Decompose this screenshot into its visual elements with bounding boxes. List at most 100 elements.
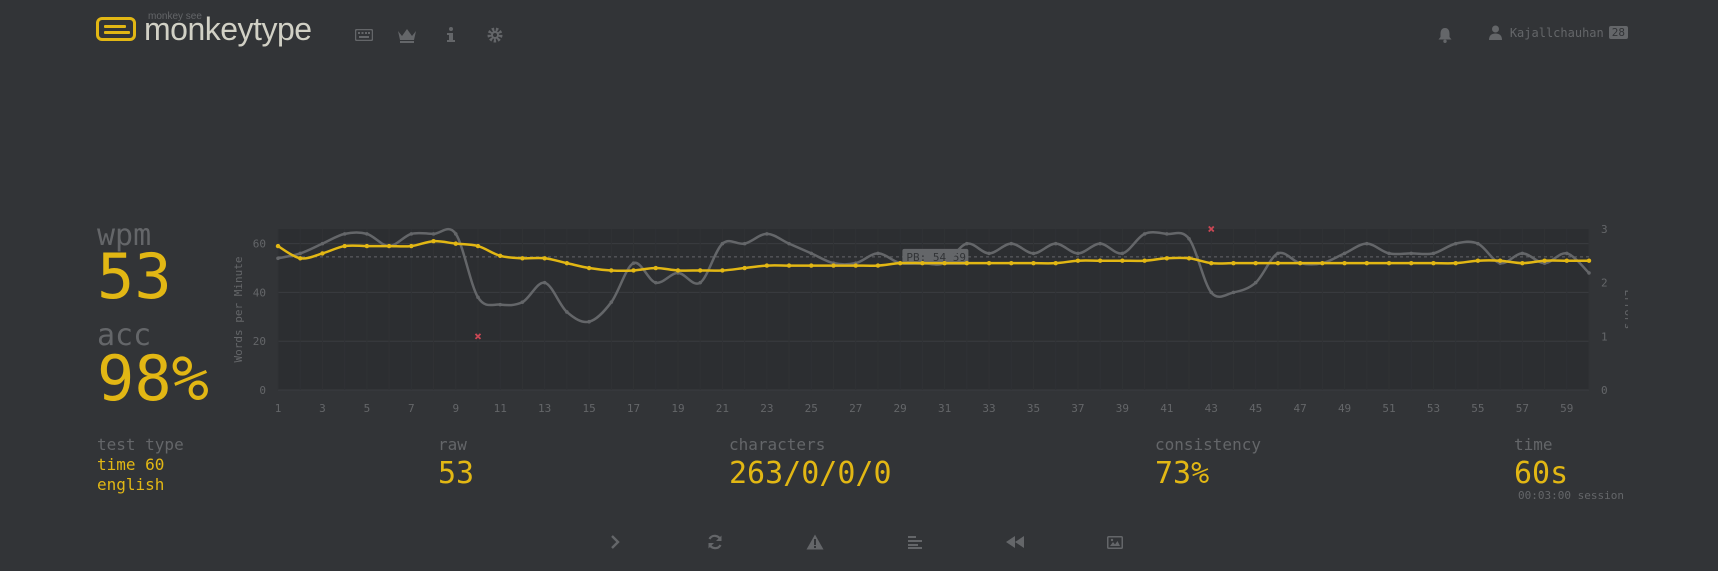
y2-tick-label: 2: [1601, 277, 1608, 290]
next-test-icon: [610, 535, 620, 549]
raw-point: [1187, 236, 1191, 241]
crown-icon[interactable]: [396, 24, 418, 46]
wpm-point: [742, 265, 747, 271]
x-tick-label: 55: [1471, 402, 1484, 415]
raw-label: raw: [438, 435, 467, 454]
raw-point: [1387, 251, 1391, 256]
consistency-label: consistency: [1155, 435, 1261, 454]
image-icon: [1107, 535, 1123, 549]
wpm-point: [586, 265, 592, 271]
test-type-language: english: [97, 475, 165, 494]
wpm-point: [1120, 258, 1125, 263]
bell-icon[interactable]: [1434, 24, 1456, 46]
raw-point: [1076, 251, 1080, 256]
raw-point: [1409, 251, 1414, 256]
wpm-point: [1231, 260, 1236, 266]
raw-point: [476, 295, 480, 300]
keyboard-icon[interactable]: [353, 24, 375, 46]
wpm-label: wpm: [97, 218, 152, 253]
wpm-point: [875, 263, 881, 268]
raw-point: [498, 302, 503, 307]
raw-point: [698, 280, 702, 285]
result-actions: [0, 528, 1718, 556]
raw-point: [809, 251, 814, 256]
y-tick-label: 0: [259, 384, 266, 397]
raw-point: [631, 261, 636, 265]
raw-point: [565, 310, 569, 314]
next-test-button[interactable]: [601, 528, 629, 556]
wpm-point: [1364, 260, 1369, 266]
x-tick-label: 51: [1382, 402, 1395, 415]
raw-point: [320, 241, 325, 246]
wpm-point: [1520, 260, 1525, 266]
wpm-point: [275, 243, 281, 249]
wpm-point: [1186, 256, 1192, 261]
replay-button[interactable]: [1001, 528, 1029, 556]
wpm-point: [1209, 260, 1214, 266]
screenshot-button[interactable]: [1101, 528, 1129, 556]
characters-value: 263/0/0/0: [729, 456, 892, 491]
username: Kajallchauhan: [1509, 25, 1604, 40]
raw-point: [1098, 241, 1102, 246]
x-tick-label: 5: [364, 402, 371, 415]
wpm-point: [1031, 260, 1036, 266]
wpm-point: [1320, 260, 1325, 266]
x-tick-label: 13: [538, 402, 551, 415]
x-tick-label: 29: [894, 402, 907, 415]
y-tick-label: 20: [253, 335, 266, 348]
raw-point: [520, 300, 525, 304]
logo[interactable]: monkey see monkeytype: [96, 11, 312, 45]
restart-button[interactable]: [701, 528, 729, 556]
x-tick-label: 7: [408, 402, 415, 415]
words-history-button[interactable]: [901, 528, 929, 556]
test-type-label: test type: [97, 435, 184, 454]
logo-tagline: monkey see: [148, 11, 202, 22]
test-type-mode: time 60: [97, 455, 165, 474]
wpm-point: [1253, 260, 1258, 266]
session-time: 00:03:00 session: [1518, 489, 1624, 502]
wpm-point: [920, 260, 925, 266]
wpm-point: [342, 243, 347, 249]
wpm-point: [1053, 260, 1058, 266]
raw-point: [653, 280, 658, 285]
x-tick-label: 41: [1160, 402, 1173, 415]
x-tick-label: 23: [760, 402, 773, 415]
pb-label-box: [902, 248, 969, 265]
raw-value: 53: [438, 456, 475, 491]
user-account[interactable]: Kajallchauhan 28: [1488, 25, 1628, 40]
wpm-point: [653, 265, 658, 271]
raw-point: [298, 251, 303, 256]
level-badge: 28: [1608, 26, 1628, 39]
raw-point: [965, 241, 969, 246]
wpm-point: [1431, 260, 1436, 266]
wpm-point: [475, 243, 481, 249]
raw-point: [431, 232, 436, 236]
raw-point: [987, 251, 991, 256]
wpm-point: [1075, 258, 1081, 263]
wpm-point: [697, 268, 703, 273]
time-label: time: [1514, 435, 1553, 454]
wpm-point: [809, 263, 814, 268]
wpm-point: [786, 263, 792, 268]
raw-point: [1431, 251, 1436, 256]
wpm-point: [1564, 258, 1569, 263]
raw-point: [720, 241, 725, 246]
backward-icon: [1006, 536, 1024, 548]
monkeytype-logo-icon: [96, 17, 136, 41]
y-tick-label: 60: [253, 238, 266, 251]
wpm-point: [498, 253, 503, 259]
wpm-point: [609, 268, 614, 273]
info-icon[interactable]: [440, 24, 462, 46]
raw-point: [1364, 241, 1369, 246]
report-button[interactable]: [801, 528, 829, 556]
pb-label: PB: 54.59: [906, 251, 966, 264]
raw-point: [409, 232, 414, 236]
x-tick-label: 27: [849, 402, 862, 415]
raw-point: [1276, 251, 1280, 256]
error-marker: [1208, 225, 1215, 233]
gear-icon[interactable]: [484, 24, 506, 46]
y-tick-label: 40: [253, 286, 266, 299]
wpm-point: [1386, 260, 1392, 266]
wpm-point: [853, 263, 858, 268]
raw-point: [1564, 251, 1569, 256]
